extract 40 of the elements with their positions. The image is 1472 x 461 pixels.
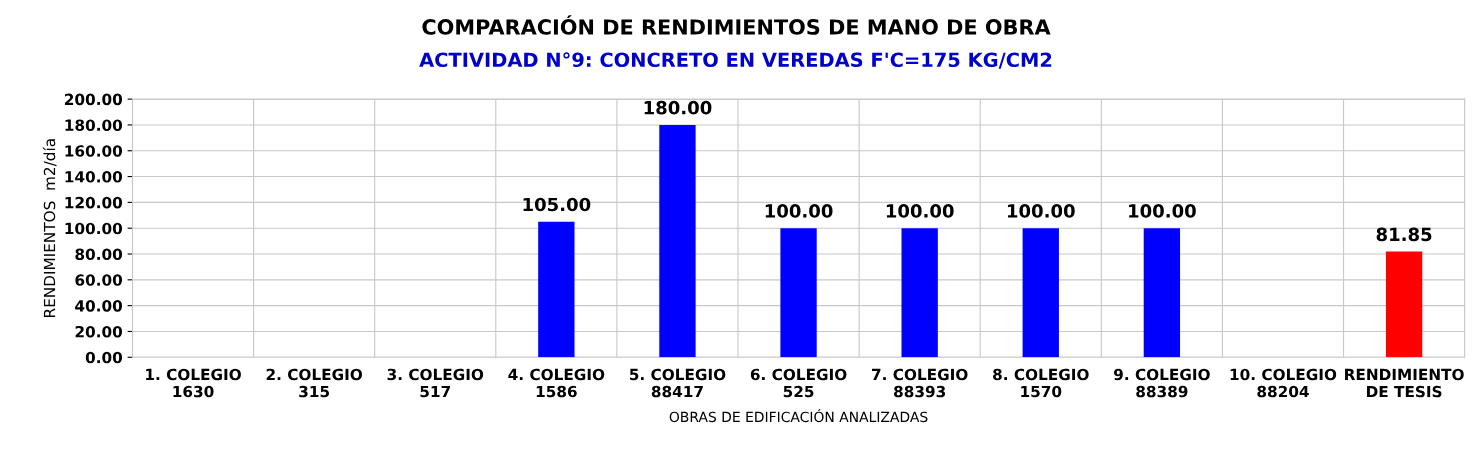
y-tick-label: 60.00 — [75, 274, 123, 286]
chart-subtitle: ACTIVIDAD N°9: CONCRETO EN VEREDAS F'C=175 KG/CM2 — [419, 52, 1052, 69]
bar — [780, 228, 817, 358]
y-tick-label: 20.00 — [75, 325, 123, 338]
x-tick-label: 4. COLEGIO 1586 — [508, 368, 605, 398]
y-tick-label: 180.00 — [65, 119, 123, 131]
x-tick-label: 8. COLEGIO 1570 — [993, 368, 1089, 398]
y-tick-label: 100.00 — [65, 222, 123, 235]
y-axis-title: RENDIMIENTOS m2/día — [42, 139, 57, 317]
data-label: 180.00 — [644, 100, 712, 115]
bar — [1385, 251, 1423, 358]
bar — [1022, 228, 1059, 358]
data-label: 100.00 — [886, 204, 954, 218]
x-tick-label: 3. COLEGIO 517 — [387, 368, 484, 398]
y-tick-label: 80.00 — [75, 248, 123, 261]
x-tick-label: 7. COLEGIO 88393 — [872, 368, 968, 398]
data-label: 100.00 — [765, 204, 833, 218]
y-tick-label: 0.00 — [85, 351, 123, 364]
bar — [1143, 228, 1181, 358]
x-tick-label: 10. COLEGIO 88204 — [1230, 368, 1337, 398]
x-tick-label: 6. COLEGIO 525 — [750, 368, 847, 398]
bar — [538, 221, 575, 358]
x-tick-label: 2. COLEGIO 315 — [266, 368, 363, 398]
chart-title: COMPARACIÓN DE RENDIMIENTOS DE MANO DE OBRA — [422, 15, 1051, 35]
x-axis-title: OBRAS DE EDIFICACIÓN ANALIZADAS — [669, 409, 928, 423]
x-tick-label: 5. COLEGIO 88417 — [629, 368, 726, 398]
data-label: 81.85 — [1376, 227, 1432, 242]
bar — [659, 124, 696, 358]
y-tick-label: 160.00 — [65, 145, 123, 157]
y-tick-label: 140.00 — [65, 171, 123, 183]
x-tick-label: 9. COLEGIO 88389 — [1114, 368, 1210, 398]
data-label: 100.00 — [1007, 204, 1075, 218]
bar — [901, 228, 938, 358]
x-tick-label: 1. COLEGIO 1630 — [146, 368, 241, 398]
data-label: 100.00 — [1129, 204, 1196, 218]
y-tick-label: 200.00 — [65, 93, 123, 106]
x-tick-label: RENDIMIENTO DE TESIS — [1345, 368, 1464, 398]
data-label: 105.00 — [523, 197, 591, 212]
y-tick-label: 120.00 — [65, 196, 123, 209]
y-tick-label: 40.00 — [75, 300, 123, 312]
